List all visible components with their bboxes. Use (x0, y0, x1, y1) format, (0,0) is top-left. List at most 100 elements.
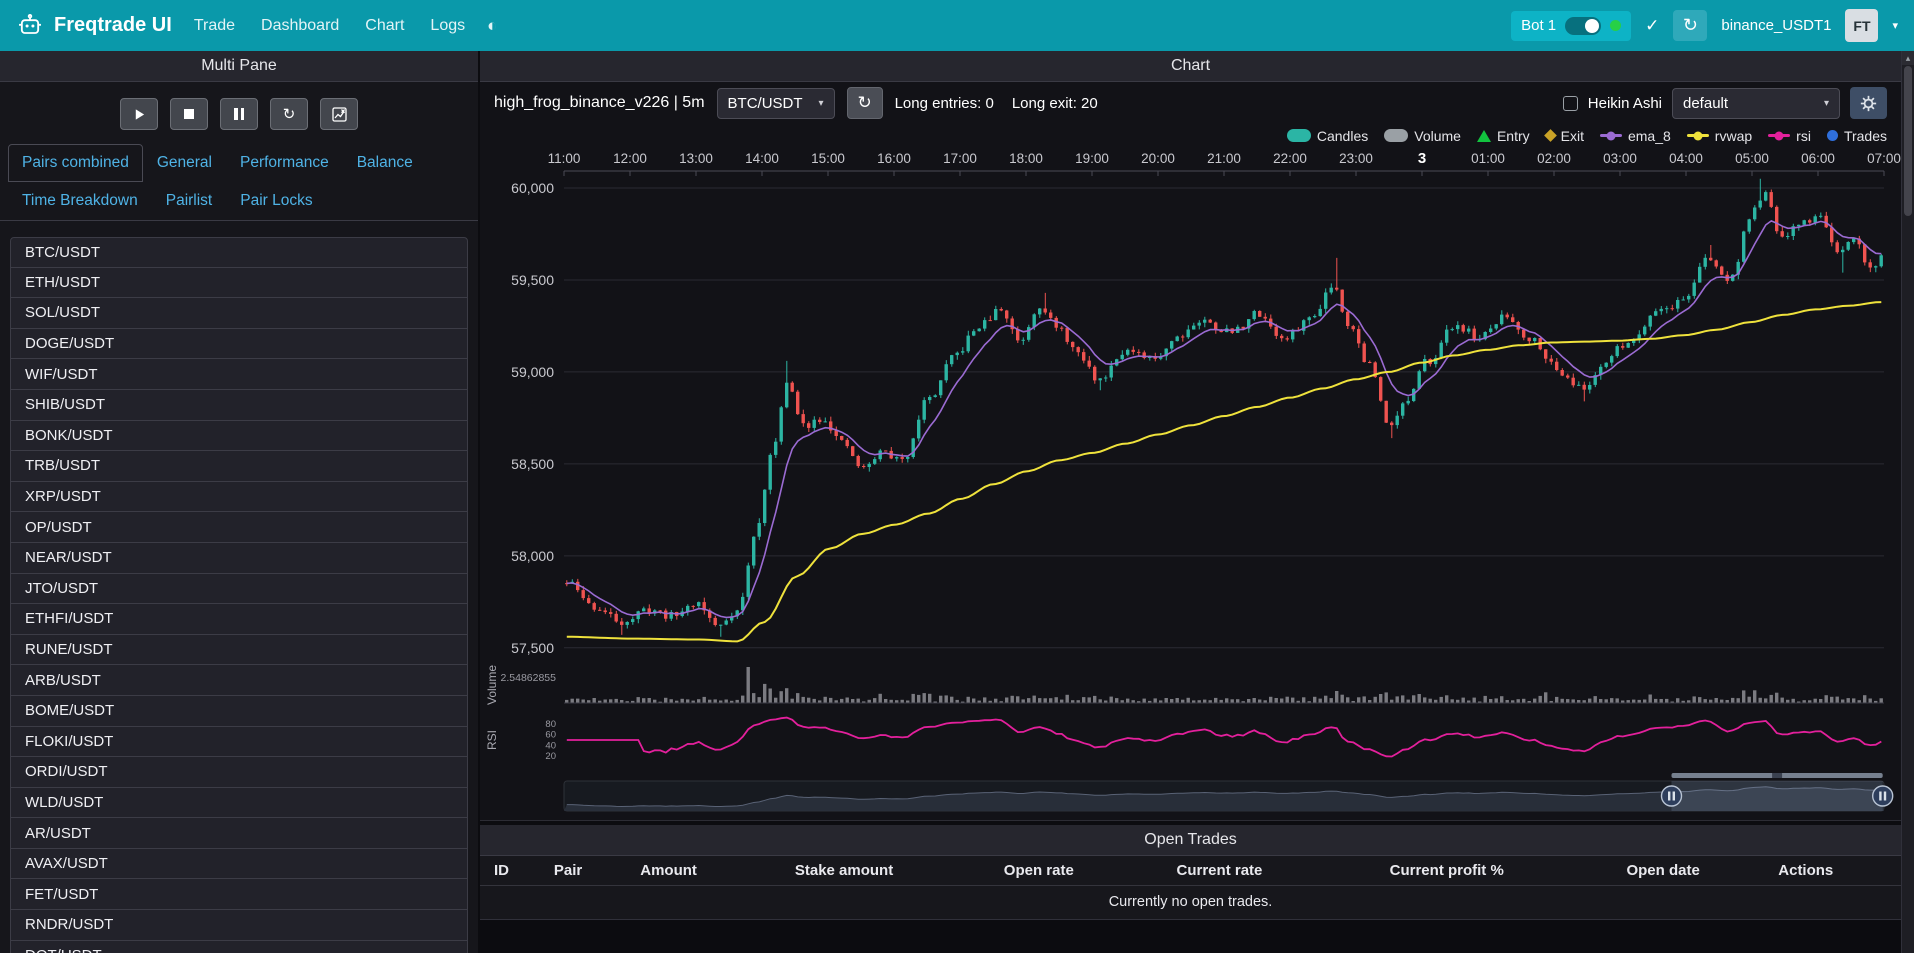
strategy-timeframe-label: high_frog_binance_v226 | 5m (494, 94, 705, 112)
pair-list-item[interactable]: AR/USDT (10, 818, 468, 849)
column-header-open-rate[interactable]: Open rate (1003, 862, 1074, 879)
column-header-amount[interactable]: Amount (640, 862, 697, 879)
legend-item-rvwap[interactable]: rvwap (1686, 127, 1753, 144)
price-chart[interactable]: 60,000 59,500 59,000 58,500 58,000 57,500 11:0… (480, 147, 1901, 820)
pair-select[interactable]: BTC/USDT ▾ (716, 87, 835, 119)
pair-select-value: BTC/USDT (727, 94, 803, 112)
pair-select-caret-icon: ▾ (818, 97, 824, 109)
pair-list-item[interactable]: OP/USDT (10, 512, 468, 543)
legend-item-entry[interactable]: Entry (1476, 128, 1530, 144)
column-header-id[interactable]: ID (494, 862, 509, 879)
chart-stats: Long entries: 0 Long exit: 20 (895, 95, 1098, 112)
pause-icon (234, 108, 244, 120)
svg-text:2.54862855: 2.54862855 (501, 672, 557, 684)
pair-list-item[interactable]: BTC/USDT (10, 237, 468, 268)
brand[interactable]: Freqtrade UI (16, 12, 172, 40)
chart-pane-title: Chart (1170, 57, 1211, 74)
nav-link-trade[interactable]: Trade (193, 16, 236, 34)
plot-scheme-select[interactable]: default ▾ (1672, 87, 1840, 119)
svg-text:03:00: 03:00 (1603, 151, 1637, 166)
column-header-actions[interactable]: Actions (1778, 862, 1834, 879)
bot-toggle[interactable] (1565, 16, 1602, 35)
start-button[interactable] (120, 98, 158, 130)
pair-list-item[interactable]: BONK/USDT (10, 420, 468, 452)
svg-text:RSI: RSI (485, 730, 499, 750)
pair-list-item[interactable]: RNDR/USDT (10, 910, 468, 941)
svg-text:07:00: 07:00 (1867, 151, 1901, 166)
scrollbar-thumb[interactable] (1904, 66, 1912, 216)
column-header-pair[interactable]: Pair (553, 862, 583, 879)
pair-list-item[interactable]: DOT/USDT (10, 940, 468, 953)
pair-list-item[interactable]: XRP/USDT (10, 481, 468, 513)
tab-pairlist[interactable]: Pairlist (165, 192, 213, 209)
pair-list-item[interactable]: NEAR/USDT (10, 542, 468, 574)
tab-general[interactable]: General (156, 154, 212, 171)
heikin-ashi-checkbox[interactable] (1562, 95, 1578, 111)
pause-button[interactable] (220, 98, 258, 130)
svg-text:14:00: 14:00 (745, 151, 779, 166)
nav-link-dashboard[interactable]: Dashboard (261, 16, 340, 34)
column-header-current-rate[interactable]: Current rate (1176, 862, 1263, 879)
pair-list-item[interactable]: FLOKI/USDT (10, 726, 468, 758)
legend-item-rsi[interactable]: rsi (1768, 128, 1811, 144)
tab-balance[interactable]: Balance (356, 154, 413, 171)
pair-list-item[interactable]: DOGE/USDT (10, 328, 468, 360)
legend-label: rvwap (1714, 127, 1753, 144)
legend-item-volume[interactable]: Volume (1384, 128, 1461, 144)
pair-list-item[interactable]: ARB/USDT (10, 665, 468, 696)
plot-settings-button[interactable] (1850, 87, 1887, 120)
bot-selector[interactable]: Bot 1 (1511, 10, 1632, 41)
multi-pane-header: Multi Pane (0, 51, 478, 82)
exit-swatch-icon (1543, 129, 1557, 142)
svg-text:15:00: 15:00 (811, 151, 845, 166)
legend-item-exit[interactable]: Exit (1543, 128, 1584, 144)
bot-controls-toolbar: ↻ (0, 82, 478, 142)
column-header-current-profit-[interactable]: Current profit % (1389, 862, 1504, 879)
multi-pane-title: Multi Pane (201, 57, 277, 74)
pair-list-item[interactable]: JTO/USDT (10, 573, 468, 605)
scroll-up-icon[interactable]: ▴ (1902, 51, 1914, 65)
chart-controls-right: Heikin Ashi default ▾ (1562, 87, 1887, 120)
legend-item-ema_8[interactable]: ema_8 (1599, 128, 1671, 144)
user-avatar[interactable]: FT (1845, 9, 1879, 42)
tab-pair-locks[interactable]: Pair Locks (240, 192, 313, 209)
pair-list-item[interactable]: SHIB/USDT (10, 389, 468, 421)
pair-list-item[interactable]: ETH/USDT (10, 267, 468, 299)
pair-list-item[interactable]: WLD/USDT (10, 787, 468, 819)
pair-list-item[interactable]: SOL/USDT (10, 298, 468, 329)
pair-list-item[interactable]: TRB/USDT (10, 451, 468, 482)
trade-stat: Long exit: 20 (1011, 94, 1098, 112)
pair-list-item[interactable]: ETHFI/USDT (10, 604, 468, 635)
tab-time-breakdown[interactable]: Time Breakdown (22, 192, 138, 209)
nav-link-chart[interactable]: Chart (365, 16, 405, 34)
pair-list-item[interactable]: WIF/USDT (10, 359, 468, 390)
pair-list-item[interactable]: RUNE/USDT (10, 634, 468, 666)
open-trades-pane: Open Trades ID Pair Amount Stake amount Open… (480, 825, 1901, 920)
tab-pairs-combined[interactable]: Pairs combined (8, 144, 143, 182)
pair-list-item[interactable]: AVAX/USDT (10, 848, 468, 880)
nav-link-logs[interactable]: Logs (430, 16, 466, 34)
svg-text:60: 60 (545, 730, 556, 741)
legend-item-candles[interactable]: Candles (1286, 128, 1368, 144)
chart-refresh-button[interactable]: ↻ (846, 87, 883, 120)
column-header-open-date[interactable]: Open date (1626, 862, 1700, 879)
pair-list-item[interactable]: FET/USDT (10, 879, 468, 911)
reload-config-button[interactable]: ↻ (270, 98, 308, 130)
gear-icon (1860, 95, 1877, 111)
theme-toggle-icon[interactable]: ◐ (487, 15, 498, 35)
column-header-stake-amount[interactable]: Stake amount (794, 862, 894, 879)
right-column: Chart high_frog_binance_v226 | 5m BTC/US… (480, 51, 1901, 953)
legend-item-trades[interactable]: Trades (1826, 128, 1887, 144)
page-scrollbar[interactable]: ▴ (1901, 51, 1914, 953)
svg-text:04:00: 04:00 (1669, 151, 1703, 166)
user-menu-caret-icon[interactable]: ▾ (1892, 20, 1898, 32)
plot-config-button[interactable] (320, 98, 358, 130)
pair-list-item[interactable]: BOME/USDT (10, 695, 468, 727)
global-refresh-button[interactable]: ↻ (1673, 10, 1708, 41)
svg-text:22:00: 22:00 (1273, 151, 1307, 166)
stop-button[interactable] (170, 98, 208, 130)
multi-pane: Multi Pane ↻ Pairs combin (0, 51, 478, 953)
nav-right: Bot 1 ✓ ↻ binance_USDT1 FT ▾ (1511, 9, 1898, 42)
pair-list-item[interactable]: ORDI/USDT (10, 757, 468, 788)
tab-performance[interactable]: Performance (239, 154, 329, 171)
